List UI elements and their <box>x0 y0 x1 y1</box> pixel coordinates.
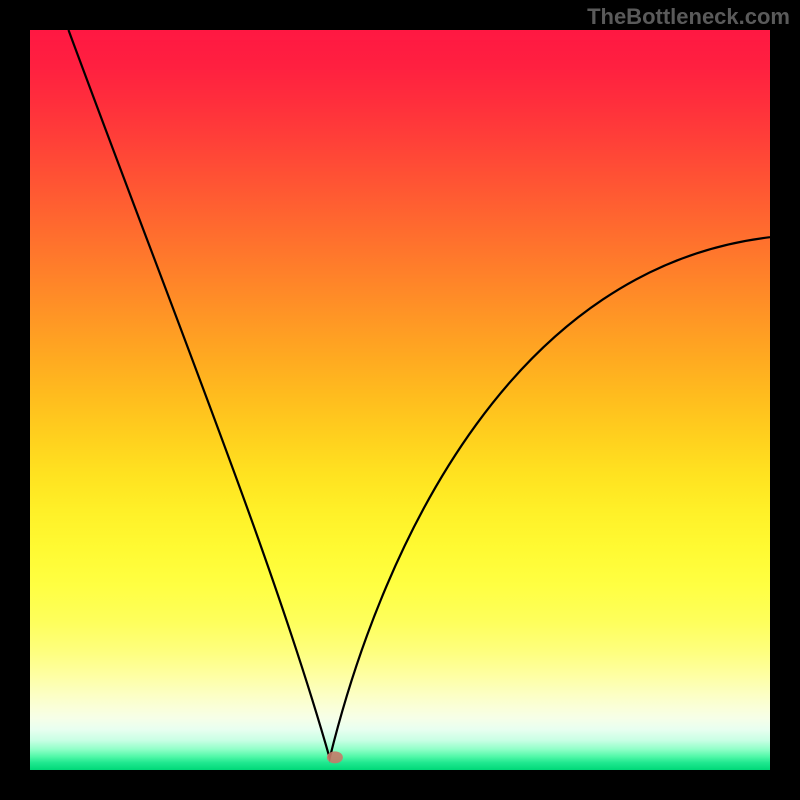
watermark-text: TheBottleneck.com <box>587 4 790 30</box>
chart-container: TheBottleneck.com <box>0 0 800 800</box>
optimal-point-marker <box>327 751 343 763</box>
plot-area <box>30 30 770 770</box>
chart-svg <box>30 30 770 770</box>
gradient-background <box>30 30 770 770</box>
